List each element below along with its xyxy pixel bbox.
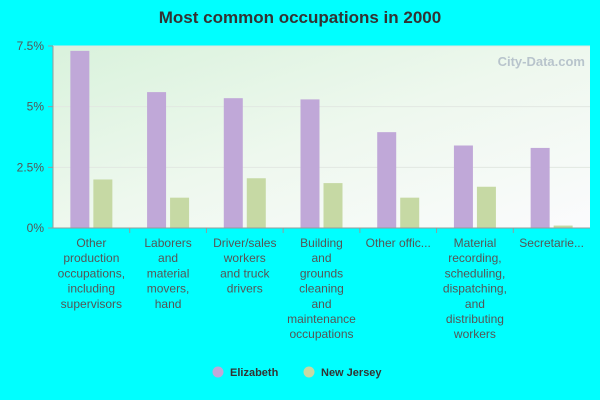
plot-area <box>53 46 590 228</box>
bar-new-jersey <box>170 197 190 228</box>
x-tick-label-line: scheduling, <box>445 266 506 280</box>
x-tick-label-line: drivers <box>227 282 263 296</box>
bar-new-jersey <box>246 178 266 228</box>
legend: Elizabeth New Jersey <box>212 366 382 379</box>
bar-elizabeth <box>300 99 320 229</box>
x-tick-label-line: Driver/sales <box>213 236 276 250</box>
x-tick-label-line: workers <box>453 327 496 341</box>
x-tick-label: Material recording, scheduling, dispatching… <box>443 236 507 341</box>
x-tick-label-line: workers <box>223 251 266 265</box>
x-tick-label: Laborers and material movers, hand <box>144 236 191 311</box>
x-tick-label-line: hand <box>155 297 182 311</box>
grid-lines <box>53 45 590 168</box>
watermark: City-Data.com <box>498 54 585 69</box>
x-tick-label-line: occupations <box>289 327 353 341</box>
legend-swatch <box>212 366 224 378</box>
x-tick-label-line: Building <box>300 236 343 250</box>
x-tick-label: Other offic... <box>366 236 431 250</box>
x-tick-label: Other production occupations, including supe… <box>58 236 125 311</box>
axes: 0% 2.5% 5% 7.5% Other production occupations, i… <box>17 39 590 341</box>
legend-label: New Jersey <box>321 367 382 379</box>
x-tick-label-line: Other <box>76 236 106 250</box>
bar-new-jersey <box>400 197 420 228</box>
y-tick-label: 5% <box>27 100 45 114</box>
x-tick-label-line: grounds <box>300 266 343 280</box>
x-tick-label-line: and <box>311 297 331 311</box>
bar-elizabeth <box>147 92 167 229</box>
bar-elizabeth <box>223 98 243 228</box>
x-tick-label-line: occupations, <box>58 266 125 280</box>
x-tick-label-line: Secretarie... <box>519 236 584 250</box>
bar-new-jersey <box>553 225 573 228</box>
x-tick-label-line: supervisors <box>61 297 122 311</box>
x-tick-label-line: and truck <box>220 266 270 280</box>
x-tick-label-line: and <box>311 251 331 265</box>
x-tick-label-line: recording, <box>448 251 501 265</box>
y-tick-label: 2.5% <box>17 160 45 174</box>
x-tick-label-line: and <box>158 251 178 265</box>
legend-label: Elizabeth <box>230 367 279 379</box>
chart-title: Most common occupations in 2000 <box>158 8 442 27</box>
x-tick-label-line: Laborers <box>144 236 191 250</box>
y-tick-label: 7.5% <box>17 39 45 53</box>
x-tick-label: Secretarie... <box>519 236 584 250</box>
x-tick-label: Driver/sales workers and truck drivers <box>213 236 276 296</box>
bar-elizabeth <box>453 145 473 228</box>
x-tick-label-line: maintenance <box>287 312 356 326</box>
x-tick-label-line: and <box>465 297 485 311</box>
x-tick-label-line: Material <box>454 236 497 250</box>
bar-new-jersey <box>93 179 113 228</box>
legend-swatch <box>303 366 315 378</box>
x-tick-label-line: movers, <box>147 282 190 296</box>
x-tick-label-line: dispatching, <box>443 282 507 296</box>
bar-elizabeth <box>530 147 550 228</box>
x-tick-label-line: material <box>147 266 190 280</box>
y-tick-label: 0% <box>27 221 45 235</box>
x-tick-label-line: production <box>63 251 119 265</box>
bar-new-jersey <box>476 186 496 228</box>
x-tick-label-line: distributing <box>446 312 504 326</box>
bar-elizabeth <box>70 50 90 228</box>
bar-elizabeth <box>377 132 397 228</box>
x-tick-label-line: Other offic... <box>366 236 431 250</box>
bars <box>70 50 573 229</box>
x-tick-label: Building and grounds cleaning and maintenance… <box>287 236 356 341</box>
x-tick-label-line: cleaning <box>299 282 344 296</box>
bar-new-jersey <box>323 183 343 228</box>
x-tick-label-line: including <box>68 282 115 296</box>
